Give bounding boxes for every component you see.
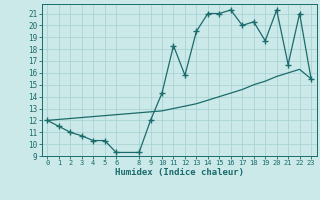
X-axis label: Humidex (Indice chaleur): Humidex (Indice chaleur) [115,168,244,177]
